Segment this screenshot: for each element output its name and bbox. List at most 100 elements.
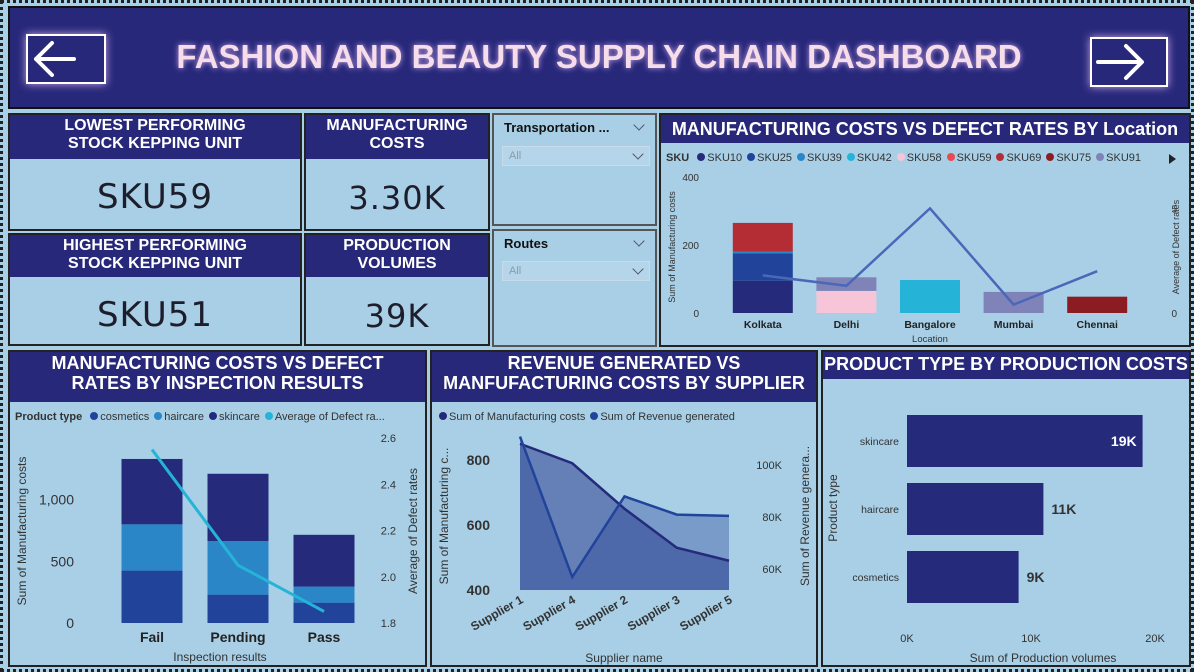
legend-item: SKU59	[942, 152, 991, 164]
forward-button[interactable]	[1090, 37, 1168, 87]
manufacturing-area	[520, 443, 729, 590]
dropdown-value: All	[509, 265, 522, 277]
card-label: HIGHEST PERFORMING STOCK KEPPING UNIT	[10, 235, 300, 277]
legend-dot	[1096, 153, 1105, 161]
y-tick-label: 0	[693, 309, 699, 320]
y-tick-label: 0	[66, 615, 74, 631]
legend-next-icon[interactable]	[1169, 154, 1176, 164]
bar	[907, 415, 1143, 467]
x-tick-label: Delhi	[834, 319, 860, 331]
manufacturing-costs-card: MANUFACTURING COSTS 3.30K	[304, 113, 490, 231]
legend-item: Sum of Revenue generated	[585, 411, 735, 423]
chevron-down-icon[interactable]	[633, 235, 645, 247]
location-chart-svg: 0 200 400 0 5 Sum of Manufacturing costs Avera…	[667, 173, 1181, 345]
y-axis-label: Sum of Manufacturing costs	[15, 457, 29, 606]
back-button[interactable]	[26, 34, 106, 84]
x-axis-label: Sum of Production volumes	[970, 651, 1117, 665]
y-axis-label: Sum of Manufacturing costs	[667, 191, 677, 303]
bar-segment	[1067, 296, 1128, 313]
legend-item: SKU39	[792, 152, 842, 164]
x-tick-label: Supplier 1	[468, 592, 526, 633]
bar-segment	[293, 534, 355, 587]
legend-item: SKU25	[742, 152, 792, 164]
legend-dot	[1046, 153, 1055, 161]
x-tick-label: Mumbai	[994, 319, 1034, 331]
y2-tick-label: 5	[1171, 204, 1177, 215]
legend-label: haircare	[164, 411, 204, 423]
card-value: SKU59	[96, 177, 214, 217]
legend-label: SKU58	[906, 152, 942, 164]
product-type-chart-svg: skincare 19K haircare 11K cosmetics 9K 0K 10K 20…	[826, 415, 1165, 665]
bar-segment	[732, 280, 793, 313]
defect-rate-line	[150, 448, 325, 613]
legend-label: SKU39	[807, 152, 842, 164]
x-axis-label: Location	[912, 334, 948, 345]
card-value: SKU51	[96, 295, 214, 335]
arrow-right-icon	[1096, 44, 1144, 80]
legend-dot	[264, 412, 273, 420]
bar-segment	[732, 251, 793, 254]
revenue-line	[518, 436, 730, 580]
legend-item: haircare	[149, 411, 204, 423]
y-tick-label: 800	[467, 452, 491, 468]
chart-title: MANUFACTURING COSTS VS DEFECT RATES BY L…	[661, 115, 1189, 143]
production-volumes-card: PRODUCTION VOLUMES 39K	[304, 233, 490, 346]
y-tick-label: skincare	[860, 436, 899, 448]
supplier-chart-svg: 400 600 800 60K 80K 100K Sum of Manufacturing …	[437, 436, 812, 665]
x-axis-label: Inspection results	[173, 650, 266, 664]
supplier-chart-panel: REVENUE GENERATED VS MANFUFACTURING COST…	[430, 350, 818, 667]
chart-legend: SKU SKU10 SKU25 SKU39 SKU42 SKU58 SKU59 SKU69 S…	[666, 152, 1141, 164]
x-tick-label: 0K	[900, 633, 914, 645]
legend-item: SKU91	[1091, 152, 1141, 164]
card-label: MANUFACTURING COSTS	[306, 115, 488, 159]
y-tick-label: 400	[467, 582, 491, 598]
legend-label: SKU10	[707, 152, 743, 164]
y-tick-label: 500	[51, 553, 75, 569]
chart-title: REVENUE GENERATED VS MANFUFACTURING COST…	[432, 352, 816, 402]
legend-item: SKU10	[692, 152, 742, 164]
routes-dropdown[interactable]: All	[502, 261, 650, 281]
legend-dot	[208, 412, 217, 420]
legend-item: SKU69	[991, 152, 1041, 164]
y2-tick-label: 1.8	[381, 618, 396, 630]
legend-label: Sum of Revenue generated	[600, 411, 735, 423]
y-tick-label: 200	[682, 241, 699, 252]
legend-item: cosmetics	[85, 411, 149, 423]
legend-item: skincare	[204, 411, 260, 423]
transportation-dropdown[interactable]: All	[502, 146, 650, 166]
legend-item: SKU42	[842, 152, 892, 164]
bar-segment	[121, 570, 183, 623]
x-tick-label: Pass	[308, 629, 341, 645]
x-tick-label: 10K	[1021, 633, 1041, 645]
legend-dot	[946, 153, 955, 161]
routes-slicer[interactable]: Routes All	[492, 229, 657, 347]
highest-sku-card: HIGHEST PERFORMING STOCK KEPPING UNIT SK…	[8, 233, 302, 346]
y2-tick-label: 2.0	[381, 572, 396, 584]
legend-label: SKU69	[1006, 152, 1042, 164]
legend-dot	[439, 412, 447, 420]
legend-label: SKU91	[1106, 152, 1142, 164]
legend-dot	[747, 153, 756, 161]
y2-tick-label: 100K	[756, 460, 782, 472]
y2-axis-label: Sum of Revenue genera...	[798, 446, 812, 586]
bar-segment	[207, 473, 269, 541]
legend-label: cosmetics	[100, 411, 150, 423]
page-title: FASHION AND BEAUTY SUPPLY CHAIN DASHBOAR…	[176, 38, 1022, 75]
bar-segment	[732, 253, 793, 281]
slicer-title: Transportation ...	[504, 120, 610, 135]
x-tick-label: Bangalore	[904, 319, 956, 331]
x-tick-label: Kolkata	[744, 319, 782, 331]
x-tick-label: Supplier 4	[521, 592, 579, 633]
card-label: PRODUCTION VOLUMES	[306, 235, 488, 277]
card-label: LOWEST PERFORMING STOCK KEPPING UNIT	[10, 115, 300, 159]
card-value: 39K	[364, 297, 430, 335]
y-tick-label: 400	[682, 173, 699, 184]
location-chart-panel: MANUFACTURING COSTS VS DEFECT RATES BY L…	[659, 113, 1191, 347]
legend-label: SKU25	[757, 152, 793, 164]
data-label: 11K	[1051, 501, 1076, 517]
chevron-down-icon[interactable]	[633, 119, 645, 131]
inspection-chart-panel: MANUFACTURING COSTS VS DEFECT RATES BY I…	[8, 350, 427, 667]
bar-segment	[816, 290, 877, 313]
data-label: 19K	[1111, 433, 1137, 449]
transportation-slicer[interactable]: Transportation ... All	[492, 113, 657, 226]
